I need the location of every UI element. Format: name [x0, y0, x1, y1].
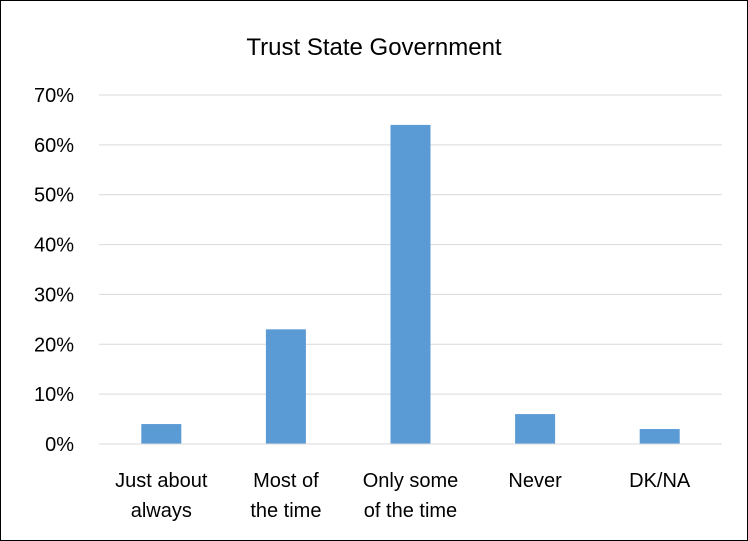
y-tick-label: 40% — [34, 235, 74, 257]
y-tick-label: 60% — [34, 135, 74, 157]
x-category-label-line: of the time — [364, 500, 457, 522]
bar — [515, 414, 556, 444]
bar — [390, 124, 431, 445]
y-tick-label: 70% — [34, 85, 74, 107]
y-tick-label: 0% — [45, 434, 74, 456]
x-category-label: Never — [508, 470, 562, 492]
y-tick-label: 30% — [34, 284, 74, 306]
x-category-label: Only some of the time — [363, 470, 459, 522]
y-axis-tick-labels: 0% 10% 20% 30% 40% 50% 60% 70% — [34, 85, 74, 456]
x-axis-category-labels: Just about always Most of the time Only some… — [115, 470, 691, 522]
bar — [141, 424, 182, 444]
y-tick-label: 10% — [34, 384, 74, 406]
x-category-label: DK/NA — [629, 470, 691, 492]
x-category-label-line: Only some — [363, 470, 459, 492]
x-category-label-line: Never — [508, 470, 562, 492]
x-category-label-line: DK/NA — [629, 470, 691, 492]
x-category-label-line: Just about — [115, 470, 208, 492]
bar — [265, 329, 306, 444]
y-tick-label: 20% — [34, 334, 74, 356]
bars — [141, 124, 680, 445]
x-category-label-line: always — [131, 500, 192, 522]
x-category-label: Just about always — [115, 470, 208, 522]
x-category-label-line: the time — [250, 500, 321, 522]
x-category-label-line: Most of — [253, 470, 319, 492]
chart-title: Trust State Government — [246, 34, 502, 61]
y-tick-label: 50% — [34, 185, 74, 207]
bar — [639, 429, 680, 444]
x-category-label: Most of the time — [250, 470, 321, 522]
